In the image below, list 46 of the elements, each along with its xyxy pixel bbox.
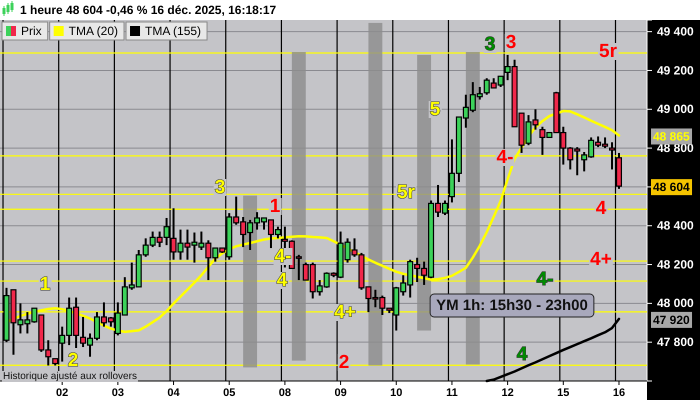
y-tick-label: 49 000 [657,102,694,116]
text: 48 865 [653,129,690,144]
annotation: 2 [68,350,78,371]
x-tick-label: 10 [390,386,402,399]
annotation: 4+ [590,249,612,270]
annotation: 1 [40,274,51,295]
x-tick-label: 04 [167,386,181,399]
legend-label: TMA (20) [68,24,118,38]
x-tick-label: 11 [446,386,458,399]
text: 48 604 [653,180,690,194]
annotation: Historique ajusté aux rollovers [3,371,137,382]
x-tick-label: 15 [557,386,570,399]
x-tick-label: 08 [278,386,292,399]
legend-label: Prix [21,24,42,38]
legend-label: TMA (155) [145,24,202,38]
x-tick-label: 05 [223,386,236,399]
y-tick-label: 49 200 [657,63,694,78]
annotation: 4 [276,270,288,291]
annotation: 3 [214,177,226,198]
annotation: 4 [596,198,607,219]
annotation: 4- [496,147,514,168]
annotation: 2 [338,352,350,373]
y-tick-label: 49 400 [657,24,694,38]
annotation: 4- [536,269,554,290]
y-tick-label: 48 000 [657,296,694,310]
x-tick-label: 03 [112,386,124,399]
annotation: 4 [516,344,528,365]
annotation: YM 1h: 15h30 - 23h00 [436,297,588,314]
annotation: 3 [484,34,496,55]
annotation: 5 [430,99,441,120]
y-tick-label: 48 200 [657,257,694,272]
y-tick-label: 48 400 [657,218,694,233]
y-tick-label: 47 800 [657,335,694,350]
text: 47 920 [653,312,690,327]
x-tick-label: 09 [334,386,347,399]
annotation: 5r [599,41,618,62]
chart-title: 1 heure 48 604 -0,46 % 16 déc. 2025, 16:18:17 [20,3,276,17]
y-tick-label: 48 800 [657,140,694,155]
x-tick-label: 16 [612,386,626,399]
x-tick-label: 02 [56,386,68,399]
annotation: 5r [397,182,416,203]
annotation: 3 [506,32,516,53]
x-tick-label: 12 [501,386,514,399]
annotation: 4+ [334,302,356,323]
annotation: 4- [274,246,292,267]
annotation: 1 [270,196,281,217]
